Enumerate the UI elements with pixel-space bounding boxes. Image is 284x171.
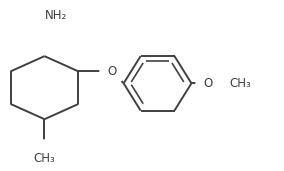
Text: O: O [108, 65, 117, 78]
Text: CH₃: CH₃ [34, 152, 55, 165]
Text: NH₂: NH₂ [45, 9, 67, 22]
Text: O: O [204, 77, 213, 90]
Text: CH₃: CH₃ [229, 77, 251, 90]
